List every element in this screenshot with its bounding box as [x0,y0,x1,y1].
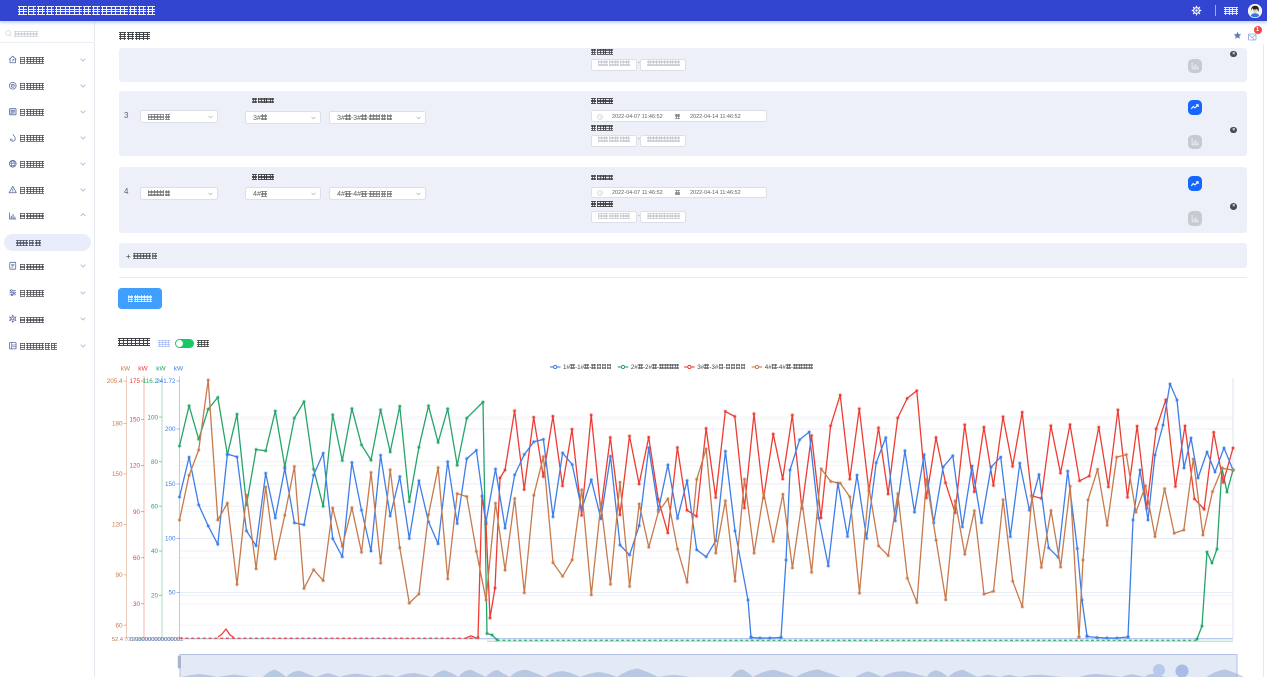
svg-text:60: 60 [115,622,123,629]
svg-text:100: 100 [147,414,158,421]
svg-text:180: 180 [112,421,123,428]
svg-text:0.9000000000000001: 0.9000000000000001 [127,637,183,643]
svg-text:116.2: 116.2 [143,378,159,385]
svg-text:20: 20 [151,593,159,600]
svg-text:241.72: 241.72 [156,378,176,385]
svg-text:0.930000000000001: 0.930000000000001 [130,637,183,643]
svg-text:50: 50 [168,590,176,597]
svg-text:90: 90 [133,509,141,516]
svg-text:200: 200 [165,426,176,433]
svg-text:175: 175 [129,378,140,385]
svg-text:52.4: 52.4 [112,637,124,643]
svg-text:150: 150 [165,481,176,488]
svg-text:120: 120 [112,522,123,529]
svg-text:120: 120 [129,463,140,470]
svg-text:205.4: 205.4 [107,378,123,385]
svg-text:30: 30 [133,601,141,608]
svg-text:kW: kW [138,366,148,373]
svg-text:150: 150 [129,417,140,424]
svg-text:60: 60 [133,555,141,562]
svg-text:150: 150 [112,471,123,478]
svg-text:kW: kW [174,366,184,373]
svg-text:60: 60 [151,504,159,511]
svg-text:80: 80 [151,459,159,466]
svg-text:100: 100 [165,536,176,543]
svg-text:kW: kW [121,366,131,373]
svg-text:40: 40 [151,548,159,555]
svg-text:90: 90 [115,572,123,579]
svg-text:7.7200000000000001: 7.7200000000000001 [124,637,180,643]
svg-text:kW: kW [156,366,166,373]
